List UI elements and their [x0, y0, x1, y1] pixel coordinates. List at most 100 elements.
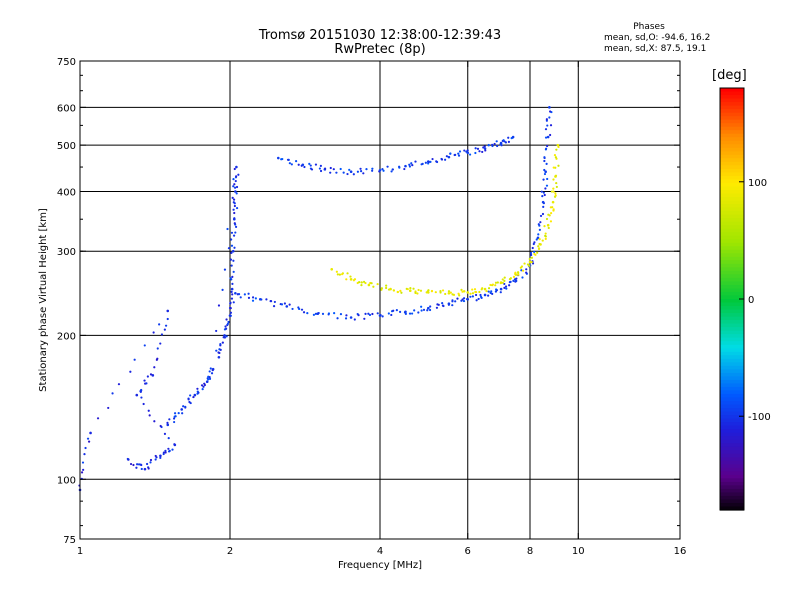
data-point: [429, 305, 432, 308]
data-point: [434, 291, 437, 294]
data-point: [400, 291, 403, 294]
data-point: [233, 204, 236, 208]
colorbar-segment: [720, 330, 744, 335]
data-point: [528, 264, 531, 267]
data-point: [84, 446, 87, 450]
colorbar-segment: [720, 239, 744, 244]
colorbar-segment: [720, 119, 744, 124]
data-point: [153, 366, 156, 369]
data-point: [451, 304, 454, 307]
data-point: [555, 148, 558, 151]
colorbar-segment: [720, 211, 744, 216]
data-point: [395, 309, 398, 312]
colorbar-segment: [720, 316, 744, 321]
data-point: [503, 276, 506, 279]
data-point: [491, 143, 494, 146]
data-point: [376, 282, 379, 286]
y-tick-label: 200: [57, 331, 76, 342]
data-point: [362, 172, 365, 175]
data-point: [509, 280, 512, 283]
data-point: [494, 281, 498, 284]
data-point: [251, 299, 255, 302]
data-point: [507, 140, 511, 144]
data-point: [505, 287, 508, 290]
data-point: [159, 454, 162, 458]
data-point: [437, 303, 440, 306]
colorbar-segment: [720, 288, 744, 293]
data-point: [474, 293, 478, 297]
data-point: [233, 211, 236, 215]
data-point: [193, 393, 197, 397]
data-point: [520, 265, 524, 268]
data-point: [463, 149, 466, 152]
data-point: [335, 270, 338, 273]
data-point: [548, 110, 552, 113]
data-point: [409, 287, 412, 290]
data-point: [539, 214, 543, 218]
colorbar-segment: [720, 313, 744, 318]
data-point: [543, 159, 546, 163]
data-point: [349, 275, 352, 278]
data-point: [475, 290, 478, 294]
colorbar-segment: [720, 309, 744, 314]
data-point: [544, 234, 547, 237]
data-point: [478, 150, 481, 153]
data-point: [200, 384, 204, 387]
data-point: [312, 313, 315, 316]
data-point: [342, 171, 345, 174]
colorbar-segment: [720, 379, 744, 384]
data-point: [471, 292, 475, 295]
data-point: [422, 308, 426, 311]
data-point: [466, 297, 469, 301]
data-point: [546, 144, 549, 148]
data-point: [231, 196, 234, 199]
data-point: [367, 283, 371, 287]
data-point: [483, 287, 487, 291]
data-point: [163, 432, 167, 436]
data-point: [135, 393, 139, 397]
data-point: [80, 471, 84, 474]
data-point: [133, 358, 136, 361]
x-tick-label: 1: [77, 546, 83, 557]
colorbar-segment: [720, 464, 744, 469]
data-point: [546, 135, 550, 139]
data-point: [218, 351, 221, 355]
data-point: [554, 194, 557, 197]
data-point: [234, 223, 237, 226]
data-point: [207, 375, 210, 378]
data-point: [545, 184, 549, 187]
data-point: [229, 311, 233, 314]
data-point: [485, 289, 488, 293]
data-point: [371, 312, 374, 316]
data-point: [358, 281, 361, 284]
data-point: [458, 294, 461, 297]
data-point: [428, 308, 432, 312]
data-point: [111, 392, 114, 395]
data-point: [344, 317, 348, 320]
colorbar-segment: [720, 175, 744, 181]
data-point: [368, 313, 372, 317]
data-point: [543, 224, 546, 228]
data-point: [435, 160, 438, 163]
data-point: [184, 405, 187, 408]
data-point: [233, 186, 237, 189]
data-point: [421, 162, 424, 165]
data-point: [330, 268, 333, 271]
colorbar-segment: [720, 334, 744, 339]
data-point: [461, 298, 464, 301]
colorbar-segment: [720, 102, 744, 107]
data-point: [466, 149, 469, 152]
data-point: [481, 150, 484, 154]
data-point: [164, 324, 168, 327]
colorbar-segment: [720, 418, 744, 423]
data-point: [546, 124, 549, 127]
data-point: [147, 467, 150, 470]
data-point: [521, 269, 525, 272]
data-point: [496, 144, 499, 148]
data-point: [532, 242, 535, 246]
colorbar-segment: [720, 495, 744, 501]
data-point: [430, 289, 434, 293]
x-tick-label: 8: [527, 546, 533, 557]
data-point: [167, 436, 170, 440]
data-point: [406, 287, 409, 291]
